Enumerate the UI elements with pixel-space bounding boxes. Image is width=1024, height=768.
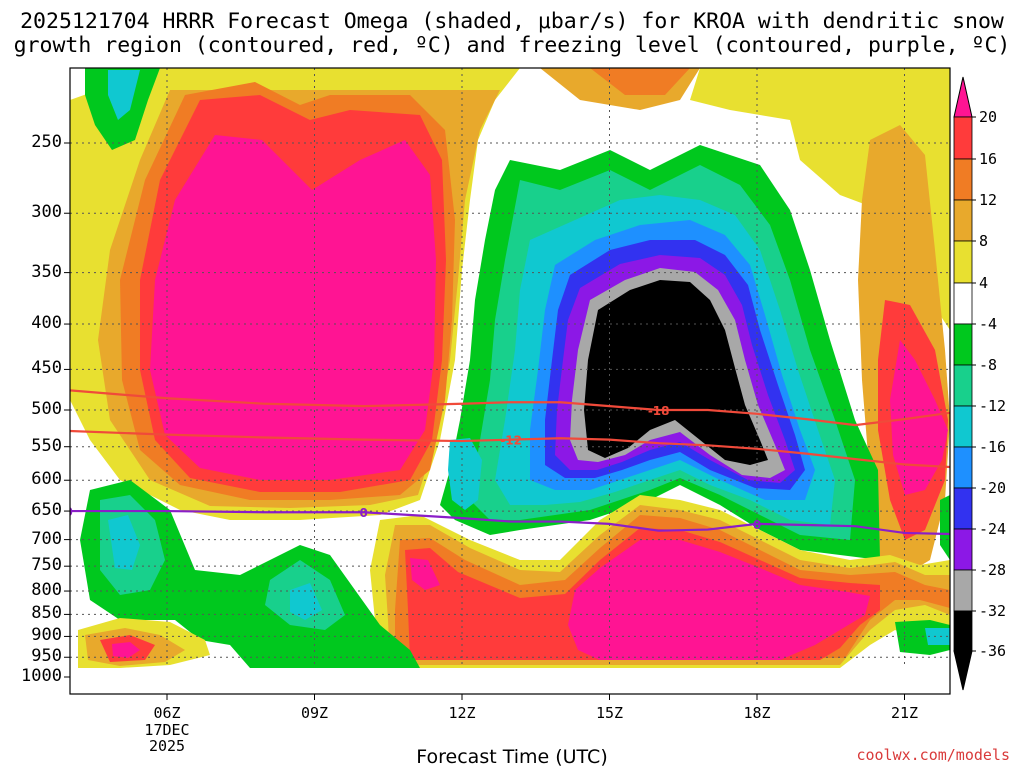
grid-lines [70,68,950,668]
colorbar-label: -36 [979,642,1007,660]
colorbar-box [953,323,973,366]
x-axis-title: Forecast Time (UTC) [416,746,608,768]
omega-region-bottom-magenta [410,540,870,660]
contour-label: 0 [753,518,761,532]
y-tick-label: 750 [31,555,62,576]
colorbar-label: -12 [979,397,1007,415]
contour-label: -12 [500,434,522,448]
contour-label: 0 [359,506,367,520]
x-tick-marks [166,694,905,700]
colorbar-label: -4 [979,315,998,333]
contour-label: -18 [648,404,670,418]
omega-region-lowerleft-teal [100,495,345,630]
y-tick-label: 400 [31,313,62,334]
colorbar-label: 8 [979,232,989,250]
plot-frame [69,67,951,695]
chart-title-line2: growth region (contoured, red, ºC) and f… [13,33,1011,58]
colorbar-label: 16 [979,150,998,168]
omega-region-topleft-teal [108,70,140,120]
colorbar-box [953,569,973,612]
colorbar-label: 12 [979,191,998,209]
omega-region-descent-black [584,280,768,465]
chart-title-line1: 2025121704 HRRR Forecast Omega (shaded, … [20,9,1004,34]
colorbar-bottom-arrow [953,650,973,691]
contour-line-red [70,429,950,469]
colorbar-box [953,116,973,160]
y-tick-marks [64,142,70,678]
colorbar-box [953,199,973,242]
y-tick-label: 1000 [21,666,62,686]
x-tick-label: 21Z [890,704,919,722]
y-tick-label: 300 [31,202,62,223]
date-label-year: 2025 [148,737,186,755]
omega-region-left-magenta [150,135,436,480]
colorbar-box [953,487,973,530]
x-tick-label: 12Z [448,704,476,722]
plot-area: -18 -12 0 0 0 [64,68,950,694]
colorbar-box [953,240,973,284]
omega-region-low-cyan [448,438,482,510]
colorbar-label: -8 [979,356,998,374]
date-label-month: 17DEC [144,721,190,739]
omega-region-lowerleft-cyan [108,515,322,620]
y-tick-label: 250 [31,132,62,152]
colorbar-label: -24 [979,520,1007,538]
colorbar-label: -32 [979,602,1007,620]
colorbar-box [953,610,973,652]
colorbar-label: -20 [979,479,1007,497]
colorbar-box [953,158,973,201]
contour-line-purple [70,509,950,536]
credit-link[interactable]: coolwx.com/models [856,746,1010,764]
x-tick-label: 06Z [153,704,181,722]
colorbar-label: 4 [979,274,989,292]
y-tick-label: 800 [31,580,62,601]
x-tick-label: 18Z [743,704,771,722]
y-tick-label: 450 [31,358,62,379]
colorbar-label: 20 [979,108,998,126]
x-tick-label: 15Z [595,704,624,722]
colorbar-box [953,364,973,407]
y-tick-label: 950 [31,646,62,667]
y-tick-label: 350 [31,261,62,282]
y-tick-label: 500 [31,399,62,419]
colorbar-label: -16 [979,438,1007,456]
y-tick-label: 550 [31,435,62,456]
colorbar-box [953,446,973,489]
contour-label: 0 [64,505,72,519]
x-tick-label: 09Z [300,704,329,722]
colorbar [953,76,976,691]
colorbar-label: -28 [979,561,1007,579]
colorbar-box [953,528,973,571]
contour-line-red [70,389,950,427]
omega-region-top-orange2 [590,68,690,95]
y-tick-label: 650 [31,500,62,521]
ground-surface [70,668,950,694]
contour-lines: -18 -12 0 0 0 [64,389,950,536]
colorbar-box [953,282,973,325]
colorbar-top-arrow [953,76,973,118]
y-tick-label: 700 [31,528,62,549]
y-tick-label: 600 [31,469,62,490]
y-tick-label: 850 [31,603,62,624]
y-tick-label: 900 [31,625,62,646]
omega-region-lowerright-cyan [925,628,950,645]
colorbar-box [953,405,973,448]
omega-region-bottomleft-magenta [112,642,140,658]
